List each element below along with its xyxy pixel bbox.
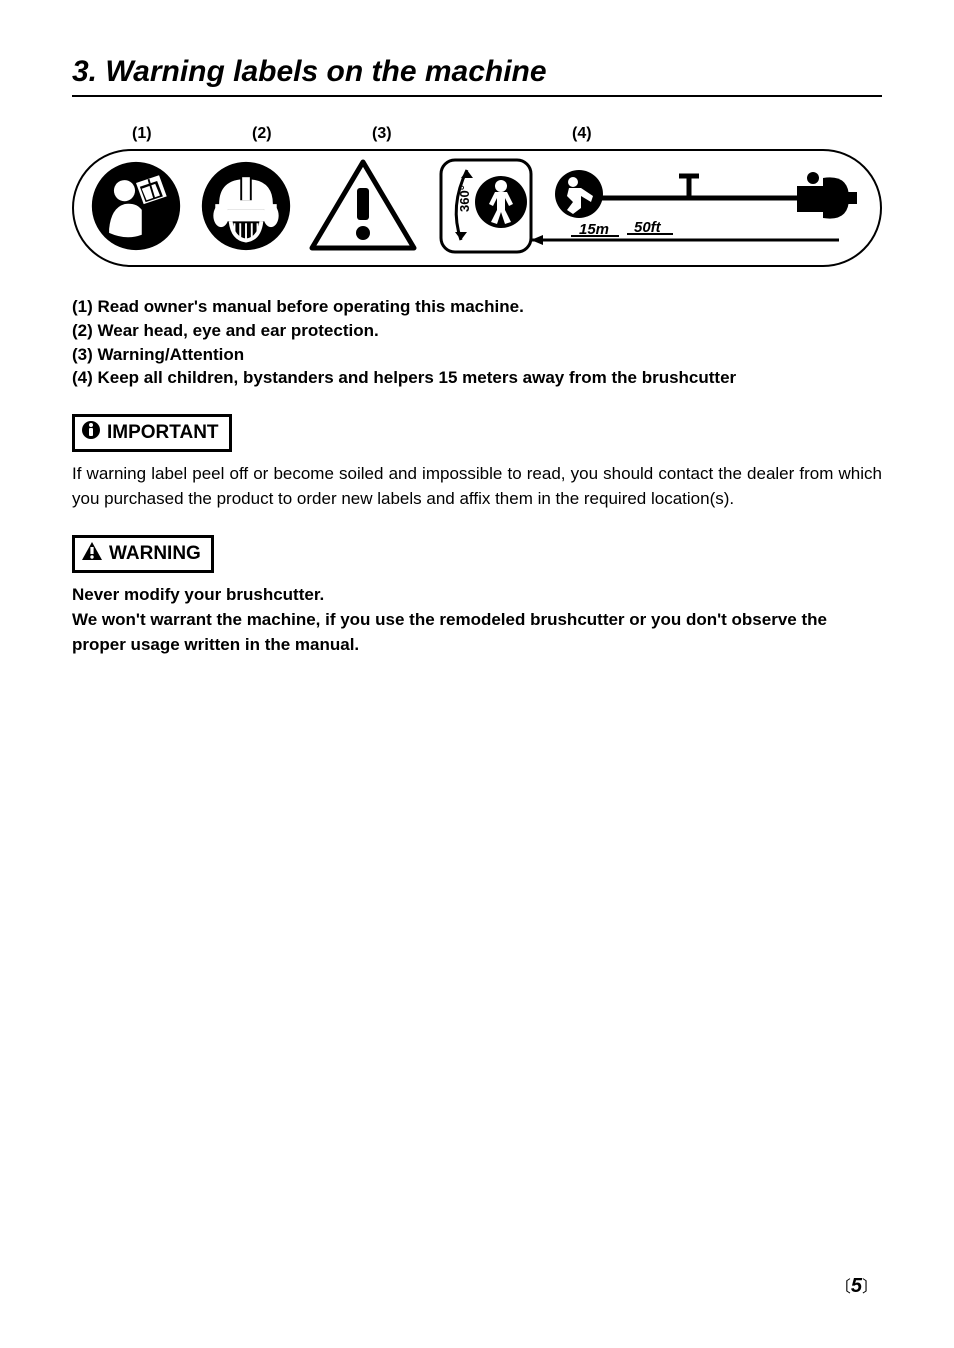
info-icon (81, 420, 101, 446)
legend-item-3: (3) Warning/Attention (72, 343, 882, 367)
legend-item-1: (1) Read owner's manual before operating… (72, 295, 882, 319)
important-text: If warning label peel off or become soil… (72, 462, 882, 511)
important-callout-box: IMPORTANT (72, 414, 232, 452)
manual-page: 3. Warning labels on the machine (1) (2)… (0, 0, 954, 1348)
legend-item-2: (2) Wear head, eye and ear protection. (72, 319, 882, 343)
read-manual-icon (88, 158, 184, 259)
warning-line-2: We won't warrant the machine, if you use… (72, 608, 882, 657)
warning-label-panel: 360° 15m 50ft (72, 149, 882, 267)
keep-away-diagram: 360° 15m 50ft (432, 156, 866, 261)
marker-2: (2) (252, 125, 372, 143)
legend-item-4: (4) Keep all children, bystanders and he… (72, 366, 882, 390)
section-title: 3. Warning labels on the machine (72, 55, 882, 97)
warning-label: WARNING (109, 543, 201, 565)
marker-3: (3) (372, 125, 572, 143)
warning-callout-box: WARNING (72, 535, 214, 573)
ppe-helmet-icon (198, 158, 294, 259)
label-markers-row: (1) (2) (3) (4) (72, 125, 882, 143)
warning-icon (81, 541, 103, 567)
marker-4: (4) (572, 125, 592, 143)
page-number: 〔5〕 (835, 1273, 878, 1298)
legend-list: (1) Read owner's manual before operating… (72, 295, 882, 390)
page-number-value: 5 (851, 1275, 862, 1297)
warning-triangle-icon (308, 158, 418, 259)
angle-label: 360° (457, 185, 472, 212)
warning-line-1: Never modify your brushcutter. (72, 583, 882, 608)
marker-1: (1) (132, 125, 252, 143)
warning-text: Never modify your brushcutter. We won't … (72, 583, 882, 657)
important-label: IMPORTANT (107, 422, 219, 444)
